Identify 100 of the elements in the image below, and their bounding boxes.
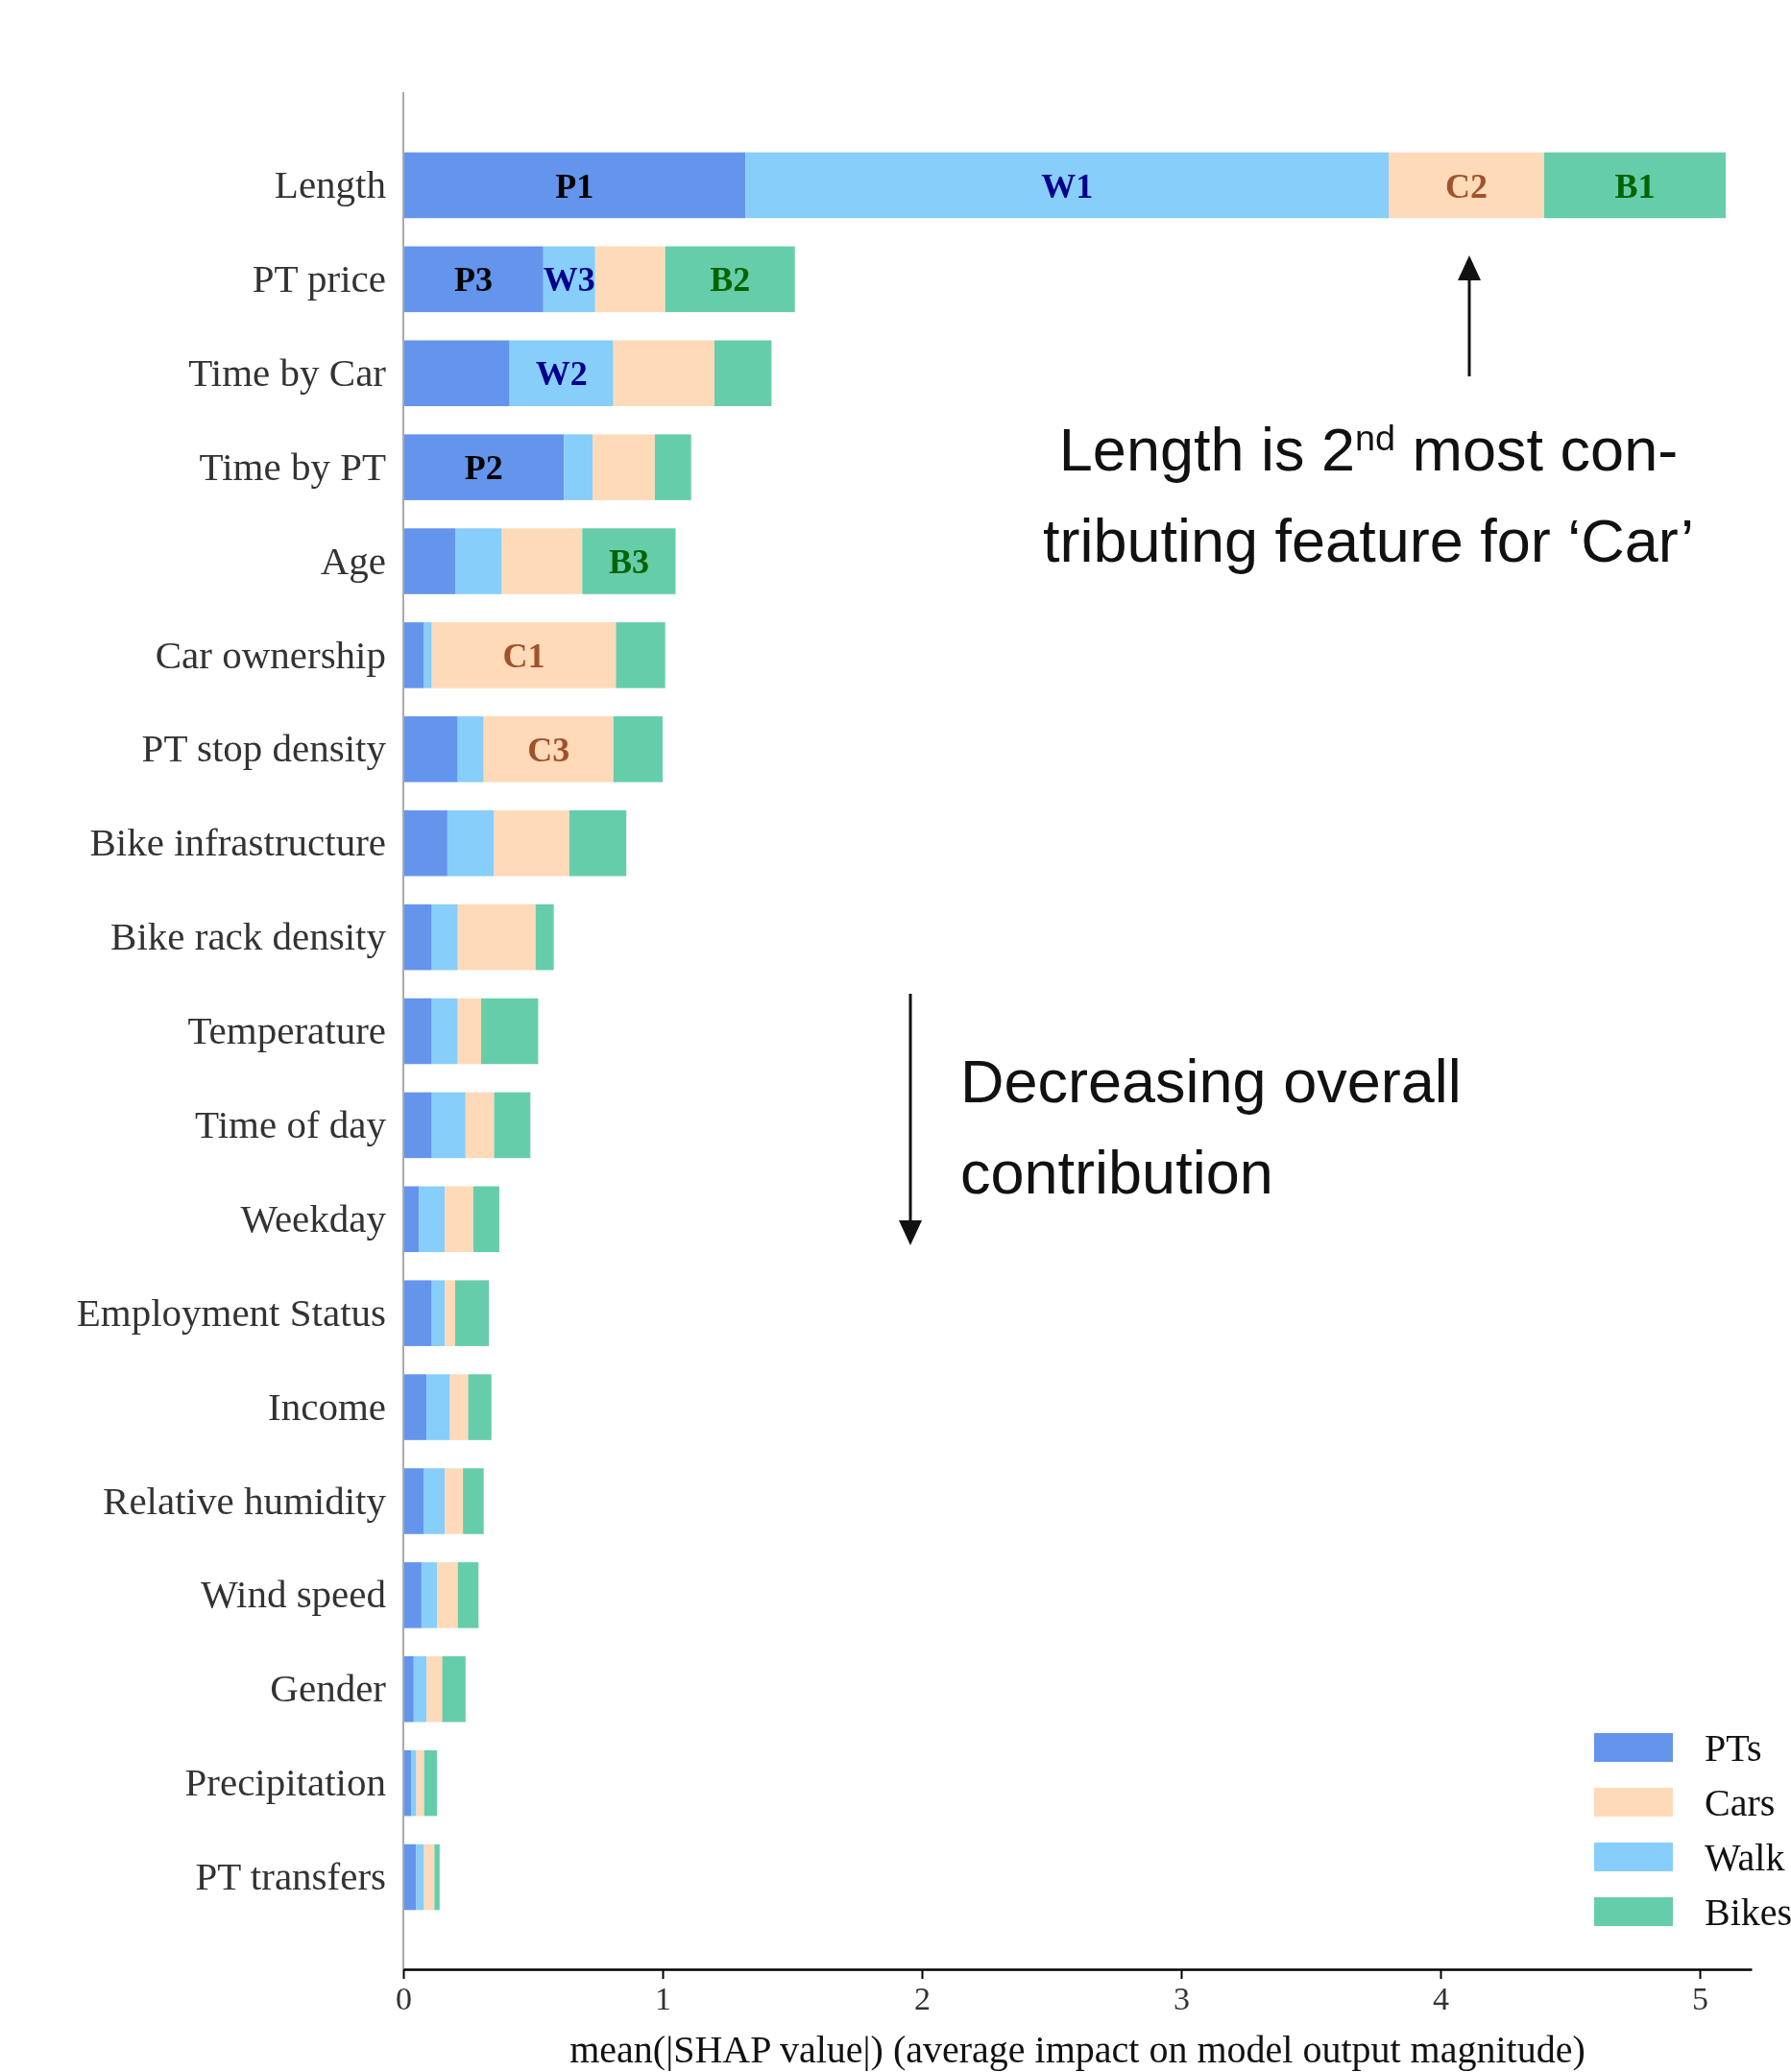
- legend-label: Walk: [1705, 1836, 1785, 1879]
- bar: [714, 340, 772, 406]
- bar: [457, 1562, 479, 1628]
- bar: [403, 1562, 422, 1628]
- bar: [403, 1843, 417, 1911]
- annotation: C2: [1445, 166, 1488, 205]
- x-tick-label: 3: [1174, 1981, 1190, 2017]
- bar: [434, 1843, 440, 1911]
- y-tick-label: Weekday: [240, 1195, 387, 1241]
- bar: [403, 1374, 427, 1440]
- bar: [613, 716, 663, 783]
- y-tick-label: Bike rack density: [110, 914, 387, 959]
- bar: [426, 1374, 450, 1440]
- annotation: B1: [1614, 166, 1656, 205]
- bar: [616, 622, 666, 688]
- y-tick-label: Employment Status: [76, 1289, 386, 1335]
- legend-label: PTs: [1705, 1726, 1762, 1770]
- legend-label: Bikes: [1705, 1891, 1791, 1934]
- bar: [403, 903, 432, 971]
- bar: [403, 340, 510, 406]
- annotation: W3: [543, 260, 595, 300]
- bar: [403, 1092, 432, 1159]
- annotation: W1: [1041, 166, 1094, 205]
- annotation: P3: [453, 260, 493, 300]
- bar: [463, 1468, 484, 1534]
- bar: [403, 622, 424, 688]
- y-tick-label: Bike infrastructure: [89, 820, 386, 865]
- bar: [494, 1092, 531, 1159]
- bar: [431, 622, 617, 688]
- bar: [494, 809, 569, 877]
- bar: [403, 1656, 414, 1723]
- bar: [509, 340, 614, 406]
- bar: [654, 434, 691, 500]
- bar: [455, 528, 502, 594]
- x-axis-title: mean(|SHAP value|) (average impact on model output magnitude): [569, 2028, 1585, 2071]
- bar: [411, 1749, 417, 1817]
- bar: [501, 528, 583, 594]
- y-tick-label: Length: [274, 162, 386, 207]
- annotation: W2: [535, 354, 588, 394]
- y-tick-label: PT transfers: [195, 1854, 386, 1899]
- bar: [535, 903, 554, 971]
- bar: [416, 1749, 424, 1817]
- bar: [424, 622, 432, 688]
- annotation: Length is 2$^{nd}$ most con-tributing feature for ‘Car’: [1042, 416, 1695, 574]
- bar: [426, 1656, 443, 1723]
- y-tick-label: Wind speed: [200, 1572, 386, 1617]
- bar: [442, 1656, 466, 1723]
- bar: [481, 998, 539, 1065]
- bar: [457, 998, 481, 1065]
- bar: [403, 1186, 420, 1253]
- bar: [1389, 152, 1544, 219]
- bar: [416, 1843, 424, 1911]
- bar: [745, 152, 1389, 219]
- bar: [569, 809, 627, 877]
- bar: [437, 1562, 458, 1628]
- y-tick-label: Time by Car: [188, 349, 387, 395]
- y-tick-label: Time of day: [195, 1102, 387, 1147]
- bar: [431, 1092, 466, 1159]
- annotation: P1: [555, 166, 594, 205]
- y-tick-label: Temperature: [187, 1008, 386, 1053]
- y-tick-label: PT stop density: [141, 726, 387, 771]
- x-tick-label: 1: [655, 1981, 671, 2017]
- annotation: B2: [710, 260, 751, 300]
- bar: [613, 340, 714, 406]
- bar: [472, 1186, 499, 1253]
- bar: [455, 1280, 490, 1346]
- bar: [582, 528, 676, 594]
- bar: [457, 903, 536, 971]
- y-tick-label: Relative humidity: [103, 1478, 387, 1523]
- bar: [457, 716, 484, 783]
- y-tick-label: Income: [268, 1384, 386, 1429]
- x-tick-label: 4: [1433, 1981, 1449, 2017]
- bar: [413, 1656, 427, 1723]
- bar: [445, 1186, 473, 1253]
- bar: [424, 1468, 446, 1534]
- annotation: Decreasing overall contribution: [960, 1048, 1462, 1206]
- bar: [483, 716, 614, 783]
- bar: [403, 809, 448, 877]
- bar: [431, 903, 458, 971]
- annotation: C3: [527, 730, 570, 769]
- bar: [403, 152, 746, 219]
- bar: [447, 809, 495, 877]
- bar: [421, 1562, 438, 1628]
- annotation: P2: [464, 448, 503, 488]
- y-tick-label: Gender: [270, 1666, 387, 1711]
- y-tick-label: Car ownership: [155, 632, 386, 677]
- bar: [403, 1468, 424, 1534]
- bar: [564, 434, 593, 500]
- y-tick-label: Precipitation: [184, 1760, 386, 1805]
- annotation: B3: [608, 542, 649, 582]
- y-tick-label: Time by PT: [199, 444, 386, 489]
- bar: [403, 998, 432, 1065]
- x-tick-label: 5: [1692, 1981, 1708, 2017]
- bar: [445, 1280, 455, 1346]
- y-tick-label: PT price: [252, 255, 386, 301]
- x-tick-label: 2: [914, 1981, 931, 2017]
- y-tick-label: Age: [320, 538, 386, 583]
- bar: [449, 1374, 469, 1440]
- bar: [431, 998, 458, 1065]
- bar: [403, 716, 458, 783]
